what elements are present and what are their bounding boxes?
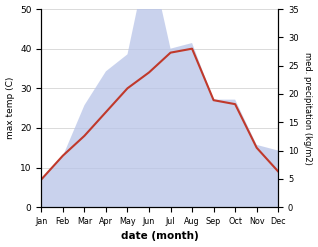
- X-axis label: date (month): date (month): [121, 231, 199, 242]
- Y-axis label: max temp (C): max temp (C): [5, 77, 15, 139]
- Y-axis label: med. precipitation (kg/m2): med. precipitation (kg/m2): [303, 52, 313, 165]
